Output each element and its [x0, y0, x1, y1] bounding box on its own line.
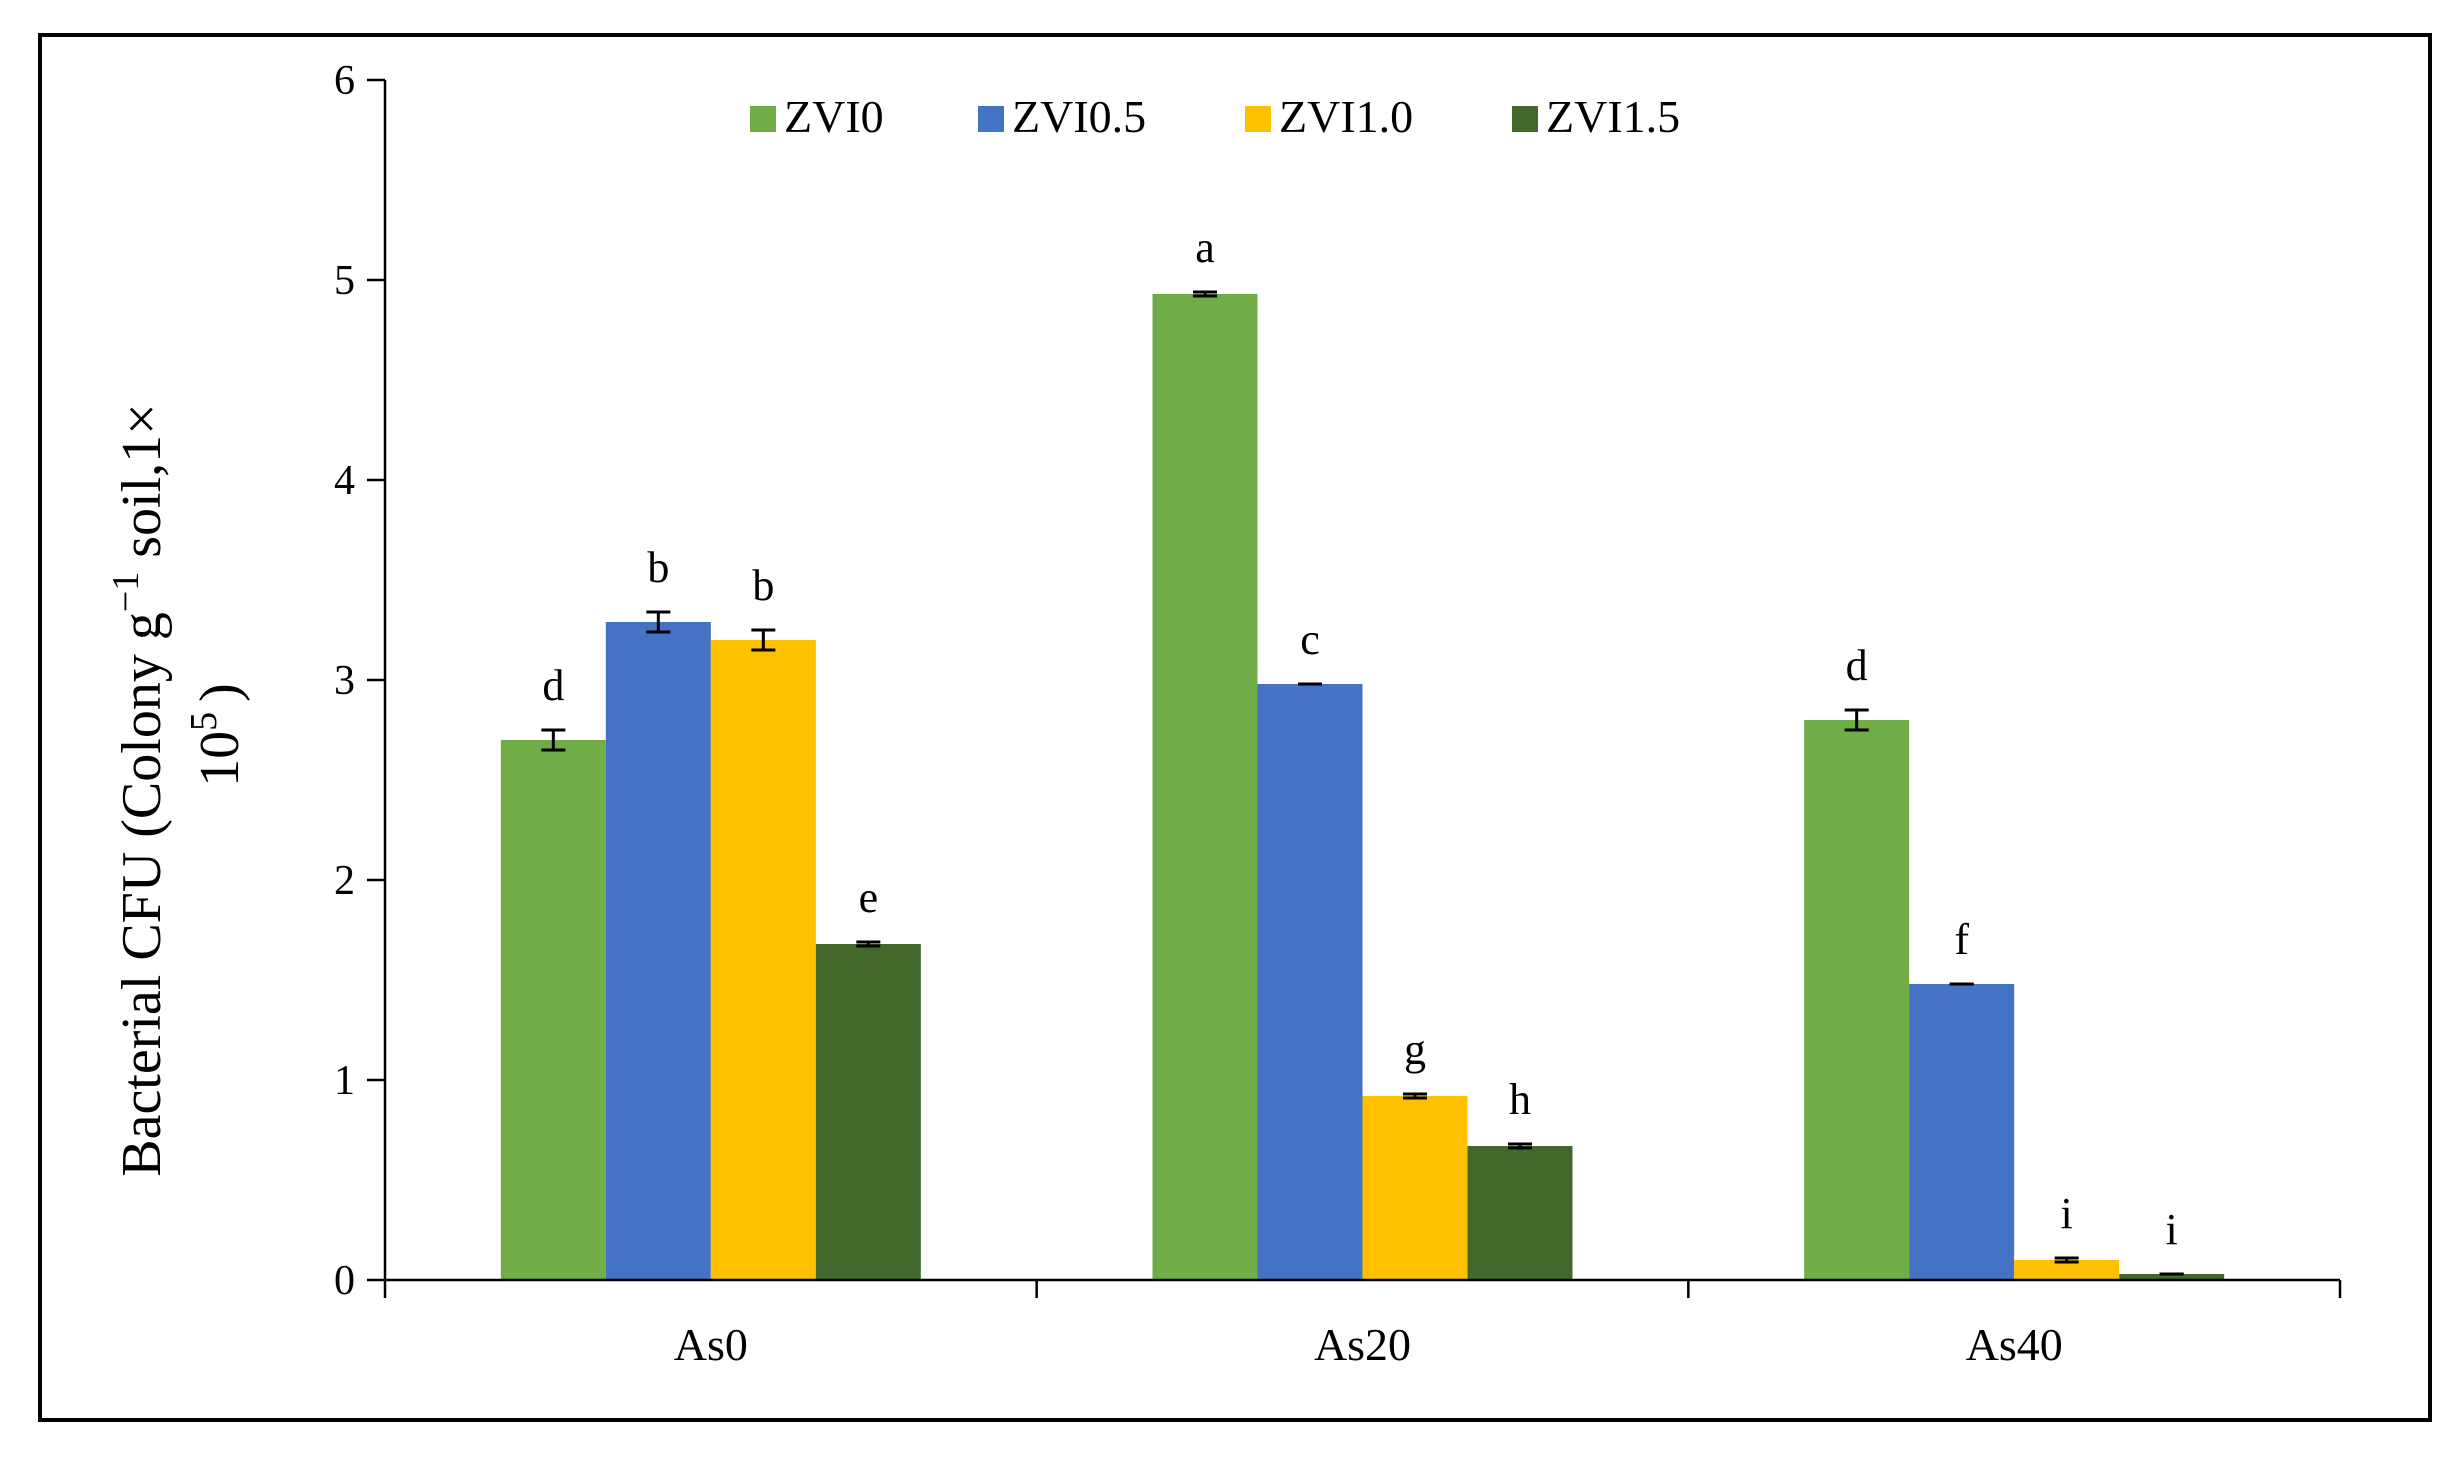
bar-zvi1-5-as40 — [2119, 1274, 2225, 1280]
y-axis-label-part: Bacterial CFU (Colony g — [111, 612, 173, 1177]
legend-label: ZVI0 — [784, 91, 884, 142]
significance-letter: h — [1509, 1075, 1531, 1124]
significance-letter: b — [752, 561, 774, 610]
legend-label: ZVI1.5 — [1546, 91, 1680, 142]
bar-zvi0-as20 — [1152, 294, 1258, 1280]
y-tick-label: 0 — [334, 1258, 355, 1304]
bar-zvi1-0-as0 — [710, 640, 816, 1280]
y-axis-label-line-2: 105) — [183, 683, 251, 787]
y-tick-label: 3 — [334, 658, 355, 704]
legend-swatch-zvi1-0 — [1245, 106, 1271, 132]
bar-zvi0-as40 — [1804, 720, 1910, 1280]
bar-zvi0-5-as40 — [1909, 984, 2015, 1280]
significance-letter: i — [2166, 1205, 2178, 1254]
legend-swatch-zvi0-5 — [978, 106, 1004, 132]
y-tick-label: 4 — [334, 458, 355, 504]
bar-zvi0-5-as20 — [1257, 684, 1363, 1280]
y-axis-label-text: 105) — [183, 683, 251, 787]
error-bar-group — [541, 290, 2184, 1276]
x-tick-label: As20 — [1314, 1319, 1411, 1370]
x-tick-label: As40 — [1966, 1319, 2063, 1370]
legend-label: ZVI1.0 — [1279, 91, 1413, 142]
y-axis-label-line-1: Bacterial CFU (Colony g−1 soil,1× — [105, 403, 173, 1177]
bar-series-group — [500, 294, 2225, 1280]
significance-letter: b — [647, 543, 669, 592]
y-axis-label-sup: 5 — [183, 712, 225, 731]
significance-letter: a — [1195, 223, 1215, 272]
y-tick-label: 5 — [334, 258, 355, 304]
legend-swatch-zvi1-5 — [1512, 106, 1538, 132]
y-axis-label-text: Bacterial CFU (Colony g−1 soil,1× — [105, 403, 173, 1177]
y-tick-label: 1 — [334, 1058, 355, 1104]
y-axis-label-sup: −1 — [105, 572, 147, 612]
bar-zvi1-5-as20 — [1467, 1146, 1573, 1280]
significance-letter-group: d b b e a c g h d f i i — [542, 223, 2177, 1254]
significance-letter: c — [1300, 615, 1320, 664]
y-tick-label: 2 — [334, 858, 355, 904]
significance-letter: i — [2061, 1189, 2073, 1238]
x-tick-label: As0 — [674, 1319, 748, 1370]
y-axis-label: Bacterial CFU (Colony g−1 soil,1×105) — [105, 403, 251, 1177]
bar-zvi0-5-as0 — [605, 622, 711, 1280]
bar-zvi0-as0 — [500, 740, 606, 1280]
y-axis-label-part: soil,1× — [111, 403, 173, 572]
y-tick-label: 6 — [334, 58, 355, 104]
significance-letter: g — [1404, 1025, 1426, 1074]
significance-letter: d — [1846, 641, 1868, 690]
y-axis-label-part: ) — [189, 683, 251, 702]
significance-letter: e — [859, 873, 879, 922]
legend-swatch-zvi0 — [750, 106, 776, 132]
legend-label: ZVI0.5 — [1012, 91, 1146, 142]
y-axis-label-part: 10 — [189, 731, 251, 787]
axes-group: 0 1 2 3 4 5 6 As0 As20 As40 — [334, 58, 2342, 1370]
bar-zvi1-0-as20 — [1362, 1096, 1468, 1280]
significance-letter: f — [1954, 915, 1969, 964]
significance-letter: d — [542, 661, 564, 710]
bar-zvi1-0-as40 — [2014, 1260, 2120, 1280]
legend: ZVI0 ZVI0.5 ZVI1.0 ZVI1.5 — [750, 91, 1680, 142]
bar-zvi1-5-as0 — [815, 944, 921, 1280]
